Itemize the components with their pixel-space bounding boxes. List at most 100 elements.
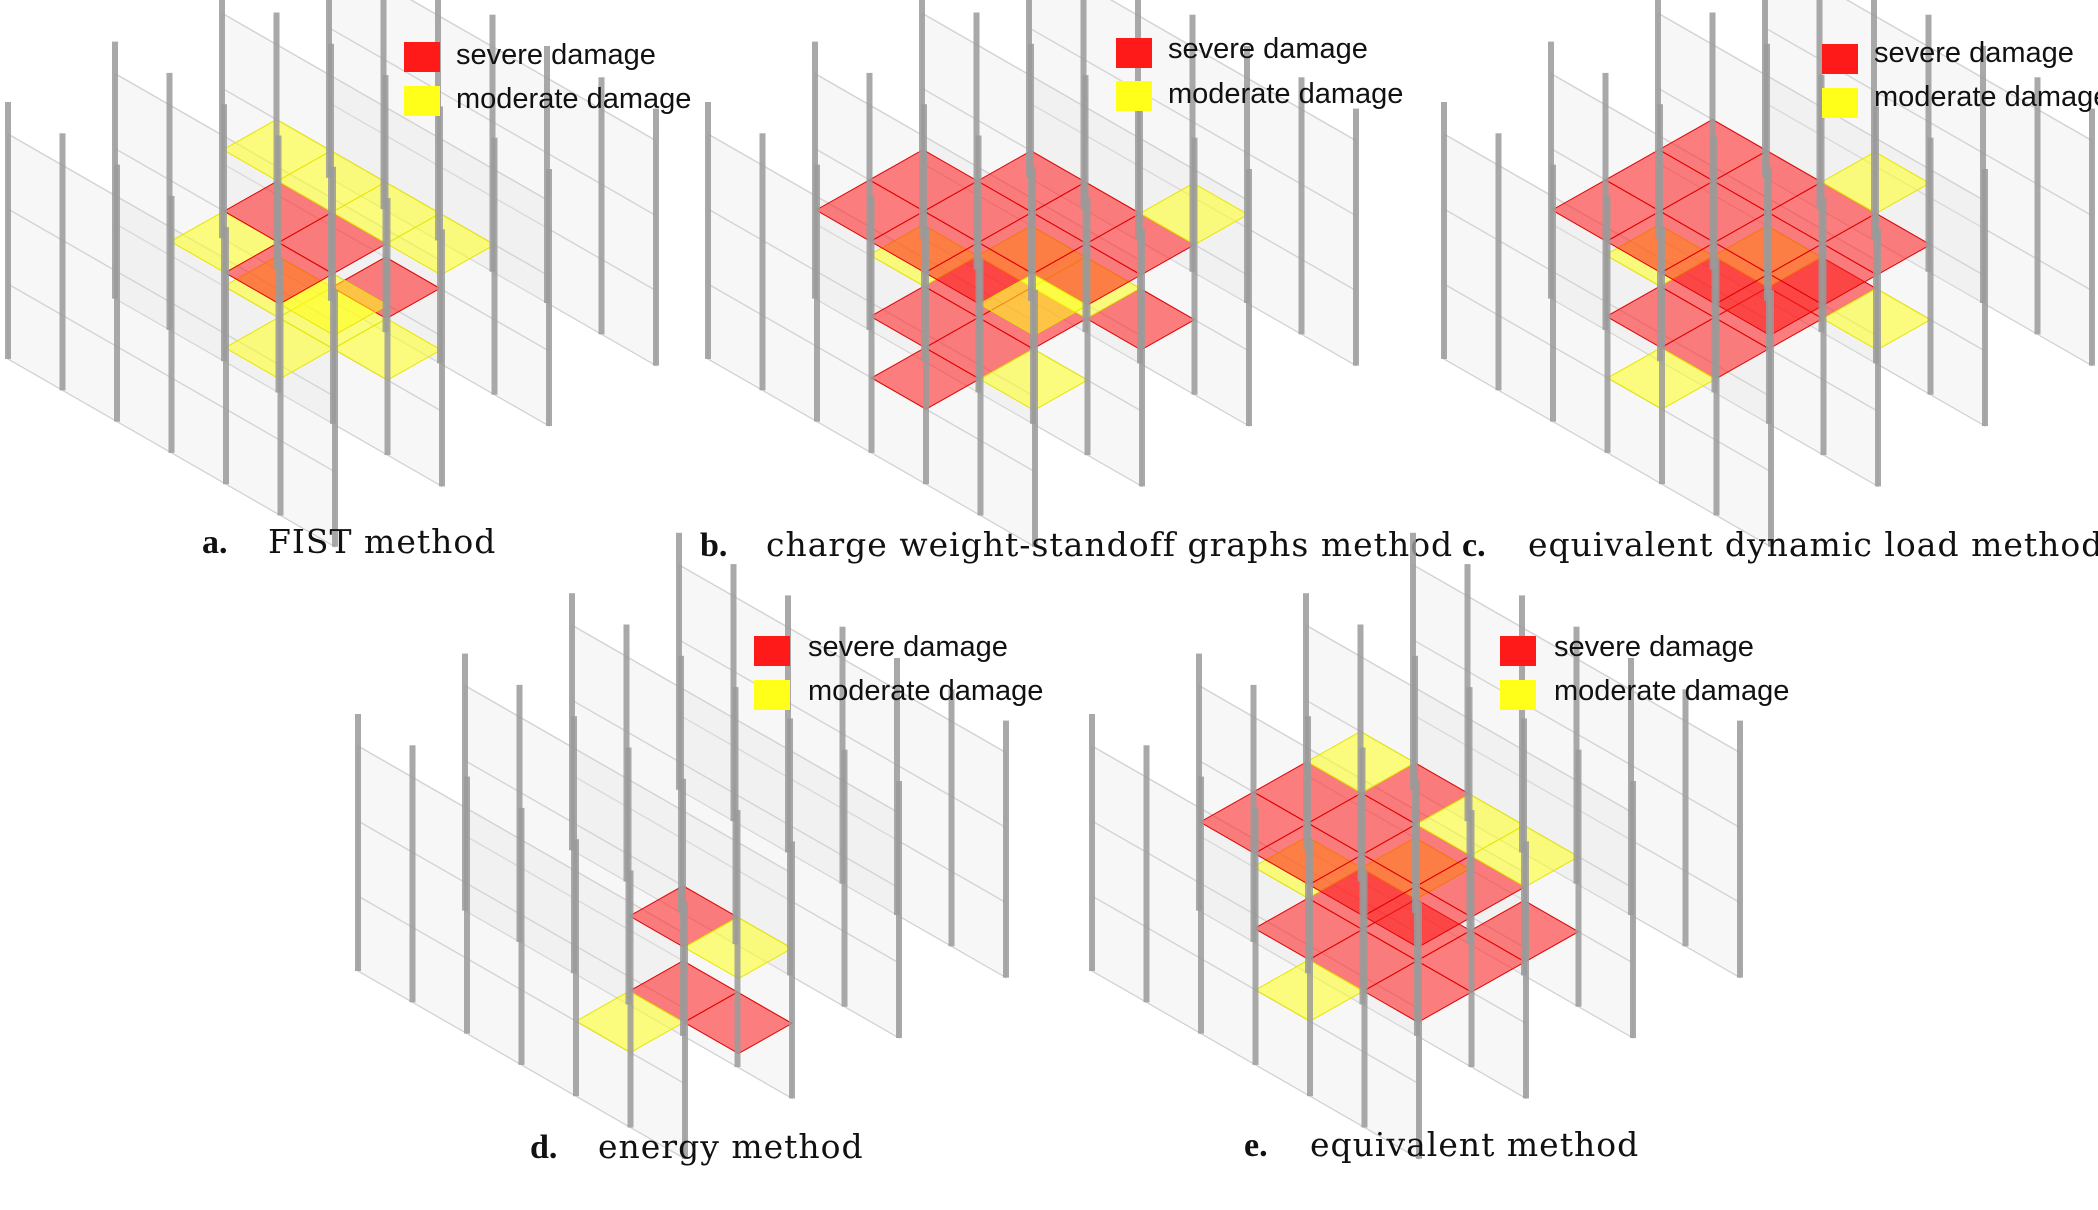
caption-letter-c: c. xyxy=(1462,527,1486,564)
caption-letter-b: b. xyxy=(700,527,727,564)
legend-moderate-label: moderate damage xyxy=(808,675,1043,707)
column xyxy=(1353,108,1359,366)
legend-severe-swatch xyxy=(1822,44,1858,74)
legend-moderate-label: moderate damage xyxy=(456,83,691,115)
frame-columns xyxy=(705,0,1359,547)
column xyxy=(627,870,634,1128)
legend-severe-label: severe damage xyxy=(1168,33,1368,65)
column xyxy=(1659,227,1665,485)
column xyxy=(598,77,605,335)
column xyxy=(923,227,929,485)
legend-severe-swatch xyxy=(1500,636,1536,666)
legend-moderate-label: moderate damage xyxy=(1554,675,1789,707)
column xyxy=(734,810,741,1068)
legend-severe-swatch xyxy=(1116,38,1152,68)
caption-text-a: FIST method xyxy=(268,522,496,561)
column xyxy=(1682,689,1689,947)
column xyxy=(1927,137,1934,395)
column xyxy=(1523,841,1529,1099)
legend-severe-label: severe damage xyxy=(456,39,656,71)
legend-severe-swatch xyxy=(754,636,790,666)
column xyxy=(1630,781,1636,1038)
building-model-b xyxy=(705,0,1359,548)
caption-text-e: equivalent method xyxy=(1310,1125,1639,1164)
caption-text-d: energy method xyxy=(598,1127,864,1166)
column xyxy=(5,102,11,359)
column xyxy=(1003,720,1009,978)
column xyxy=(1143,745,1150,1003)
column xyxy=(705,102,711,359)
caption-letter-a: a. xyxy=(202,524,228,561)
caption-letter-e: e. xyxy=(1244,1127,1268,1164)
column xyxy=(1198,776,1204,1034)
column xyxy=(653,108,659,366)
caption-letter-d: d. xyxy=(530,1129,557,1166)
column xyxy=(1713,258,1720,516)
column xyxy=(1468,810,1475,1068)
column xyxy=(332,289,338,547)
column xyxy=(2089,108,2095,366)
frame-columns xyxy=(355,532,1009,1159)
legend-moderate-swatch xyxy=(404,86,440,116)
building-model-a xyxy=(5,0,659,548)
column xyxy=(1550,164,1556,422)
legend-severe-label: severe damage xyxy=(1874,37,2074,69)
column xyxy=(977,258,984,516)
building-model-e xyxy=(1089,532,1743,1160)
legend-moderate-label: moderate damage xyxy=(1168,78,1403,110)
panel-c: severe damage moderate damage c. equival… xyxy=(1441,0,2098,564)
column xyxy=(1191,137,1198,395)
column xyxy=(573,839,579,1097)
column xyxy=(1768,289,1774,547)
column xyxy=(439,229,445,487)
legend-moderate-swatch xyxy=(1116,81,1152,111)
column xyxy=(1575,749,1582,1007)
legend-severe-swatch xyxy=(404,42,440,72)
column xyxy=(1032,289,1038,547)
column xyxy=(682,901,688,1159)
column xyxy=(1246,169,1252,426)
column xyxy=(2034,77,2041,335)
legend-moderate-swatch xyxy=(1500,680,1536,710)
column xyxy=(948,689,955,947)
column xyxy=(1361,870,1368,1128)
caption-text-b: charge weight-standoff graphs method xyxy=(766,525,1453,564)
column xyxy=(814,164,820,422)
frame-columns xyxy=(5,0,659,547)
frame-columns xyxy=(1089,532,1743,1159)
column xyxy=(1441,102,1447,359)
column xyxy=(409,745,416,1003)
column xyxy=(518,807,525,1065)
panel-d: severe damage moderate damage d. energy … xyxy=(355,532,1043,1166)
legend-moderate-swatch xyxy=(1822,88,1858,118)
column xyxy=(223,227,229,485)
legend-severe-label: severe damage xyxy=(1554,631,1754,663)
column xyxy=(1089,714,1095,971)
column xyxy=(1495,133,1502,391)
column xyxy=(168,195,175,453)
panel-e: severe damage moderate damage e. equival… xyxy=(1089,532,1789,1164)
building-model-c xyxy=(1441,0,2095,548)
column xyxy=(1139,229,1145,487)
column xyxy=(1982,169,1988,426)
column xyxy=(491,137,498,395)
column xyxy=(1875,229,1881,487)
panel-b: severe damage moderate damage b. charge … xyxy=(700,0,1453,564)
legend-severe-label: severe damage xyxy=(808,631,1008,663)
column xyxy=(1416,901,1422,1159)
column xyxy=(1084,198,1091,456)
panel-a: severe damage moderate damage a. FIST me… xyxy=(5,0,691,561)
column xyxy=(1737,720,1743,978)
column xyxy=(464,776,470,1034)
legend-moderate-label: moderate damage xyxy=(1874,81,2098,113)
column xyxy=(896,781,902,1038)
column xyxy=(1604,195,1611,453)
legend-moderate-swatch xyxy=(754,680,790,710)
caption-text-c: equivalent dynamic load method xyxy=(1528,525,2098,564)
column xyxy=(868,195,875,453)
column xyxy=(789,841,795,1099)
column xyxy=(355,714,361,971)
column xyxy=(841,749,848,1007)
column xyxy=(59,133,66,391)
